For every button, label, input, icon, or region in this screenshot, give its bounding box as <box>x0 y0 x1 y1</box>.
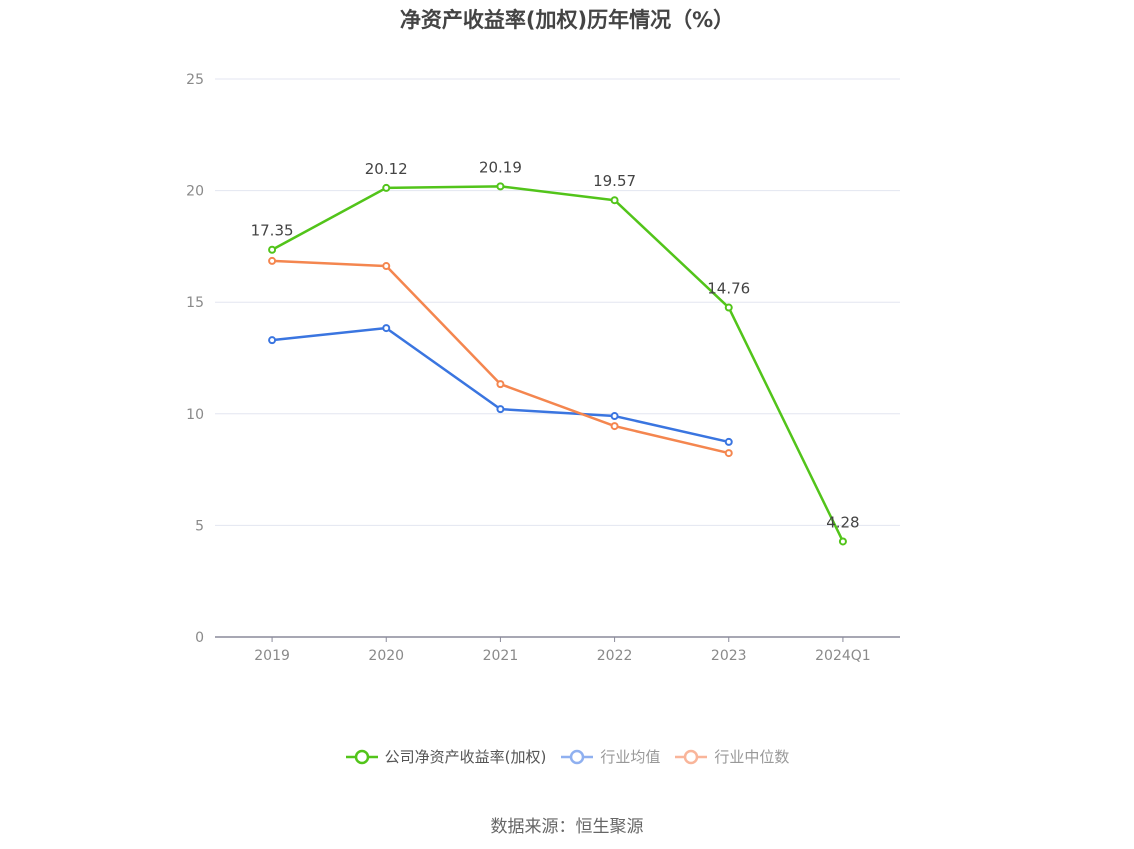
data-point[interactable] <box>724 449 733 458</box>
chart-title: 净资产收益率(加权)历年情况（%） <box>399 8 735 32</box>
data-labels: 17.35 20.12 20.19 19.57 14.76 4.28 <box>251 158 860 531</box>
legend-label: 公司净资产收益率(加权) <box>384 748 547 766</box>
line-circle-icon <box>345 749 378 764</box>
y-tick-label: 10 <box>186 407 204 423</box>
y-tick-label: 0 <box>195 630 204 646</box>
data-point[interactable] <box>838 537 847 546</box>
legend: 公司净资产收益率(加权) 行业均值 行业中位数 <box>0 746 1134 767</box>
data-point[interactable] <box>610 196 619 205</box>
data-label: 20.19 <box>479 158 522 176</box>
x-axis: 2019 2020 2021 2022 2023 2024Q1 <box>215 636 900 664</box>
data-point[interactable] <box>382 183 391 192</box>
data-label: 19.57 <box>593 172 636 190</box>
data-point[interactable] <box>268 336 277 345</box>
x-tick-label: 2023 <box>711 648 747 664</box>
legend-item-company[interactable]: 公司净资产收益率(加权) <box>345 746 547 767</box>
series-line <box>272 259 730 455</box>
grid-lines <box>215 78 900 526</box>
y-tick-label: 5 <box>195 518 204 534</box>
x-tick-label: 2024Q1 <box>815 648 871 664</box>
x-tick-label: 2020 <box>368 648 404 664</box>
legend-label: 行业均值 <box>600 748 661 766</box>
data-label: 20.12 <box>365 160 408 178</box>
data-point[interactable] <box>268 256 277 265</box>
data-label: 4.28 <box>826 513 859 531</box>
series-lines <box>268 182 847 546</box>
x-tick-label: 2019 <box>254 648 290 664</box>
data-label: 17.35 <box>251 222 294 240</box>
line-circle-icon <box>675 749 708 764</box>
y-axis-ticks: 0 5 10 15 20 25 <box>186 72 204 646</box>
data-point[interactable] <box>268 245 277 254</box>
data-point[interactable] <box>496 380 505 389</box>
series-line <box>271 185 845 543</box>
data-source: 数据来源：恒生聚源 <box>490 817 644 837</box>
data-label: 14.76 <box>707 280 750 298</box>
y-tick-label: 15 <box>186 295 204 311</box>
data-point[interactable] <box>724 437 733 446</box>
data-point[interactable] <box>496 182 505 191</box>
x-tick-label: 2022 <box>597 648 633 664</box>
data-point[interactable] <box>382 324 391 333</box>
line-chart: 0 5 10 15 20 25 2019 2020 2021 2022 2023 2024Q1 17… <box>186 72 900 664</box>
data-point[interactable] <box>724 303 733 312</box>
data-point[interactable] <box>382 262 391 271</box>
data-point[interactable] <box>610 422 619 431</box>
x-tick-label: 2021 <box>483 648 519 664</box>
y-tick-label: 25 <box>186 72 204 88</box>
legend-item-industry-avg[interactable]: 行业均值 <box>560 746 660 767</box>
legend-label: 行业中位数 <box>714 748 790 766</box>
data-point[interactable] <box>610 412 619 421</box>
data-point[interactable] <box>496 405 505 414</box>
legend-item-industry-median[interactable]: 行业中位数 <box>674 746 789 767</box>
line-circle-icon <box>561 749 594 764</box>
y-tick-label: 20 <box>186 184 204 200</box>
